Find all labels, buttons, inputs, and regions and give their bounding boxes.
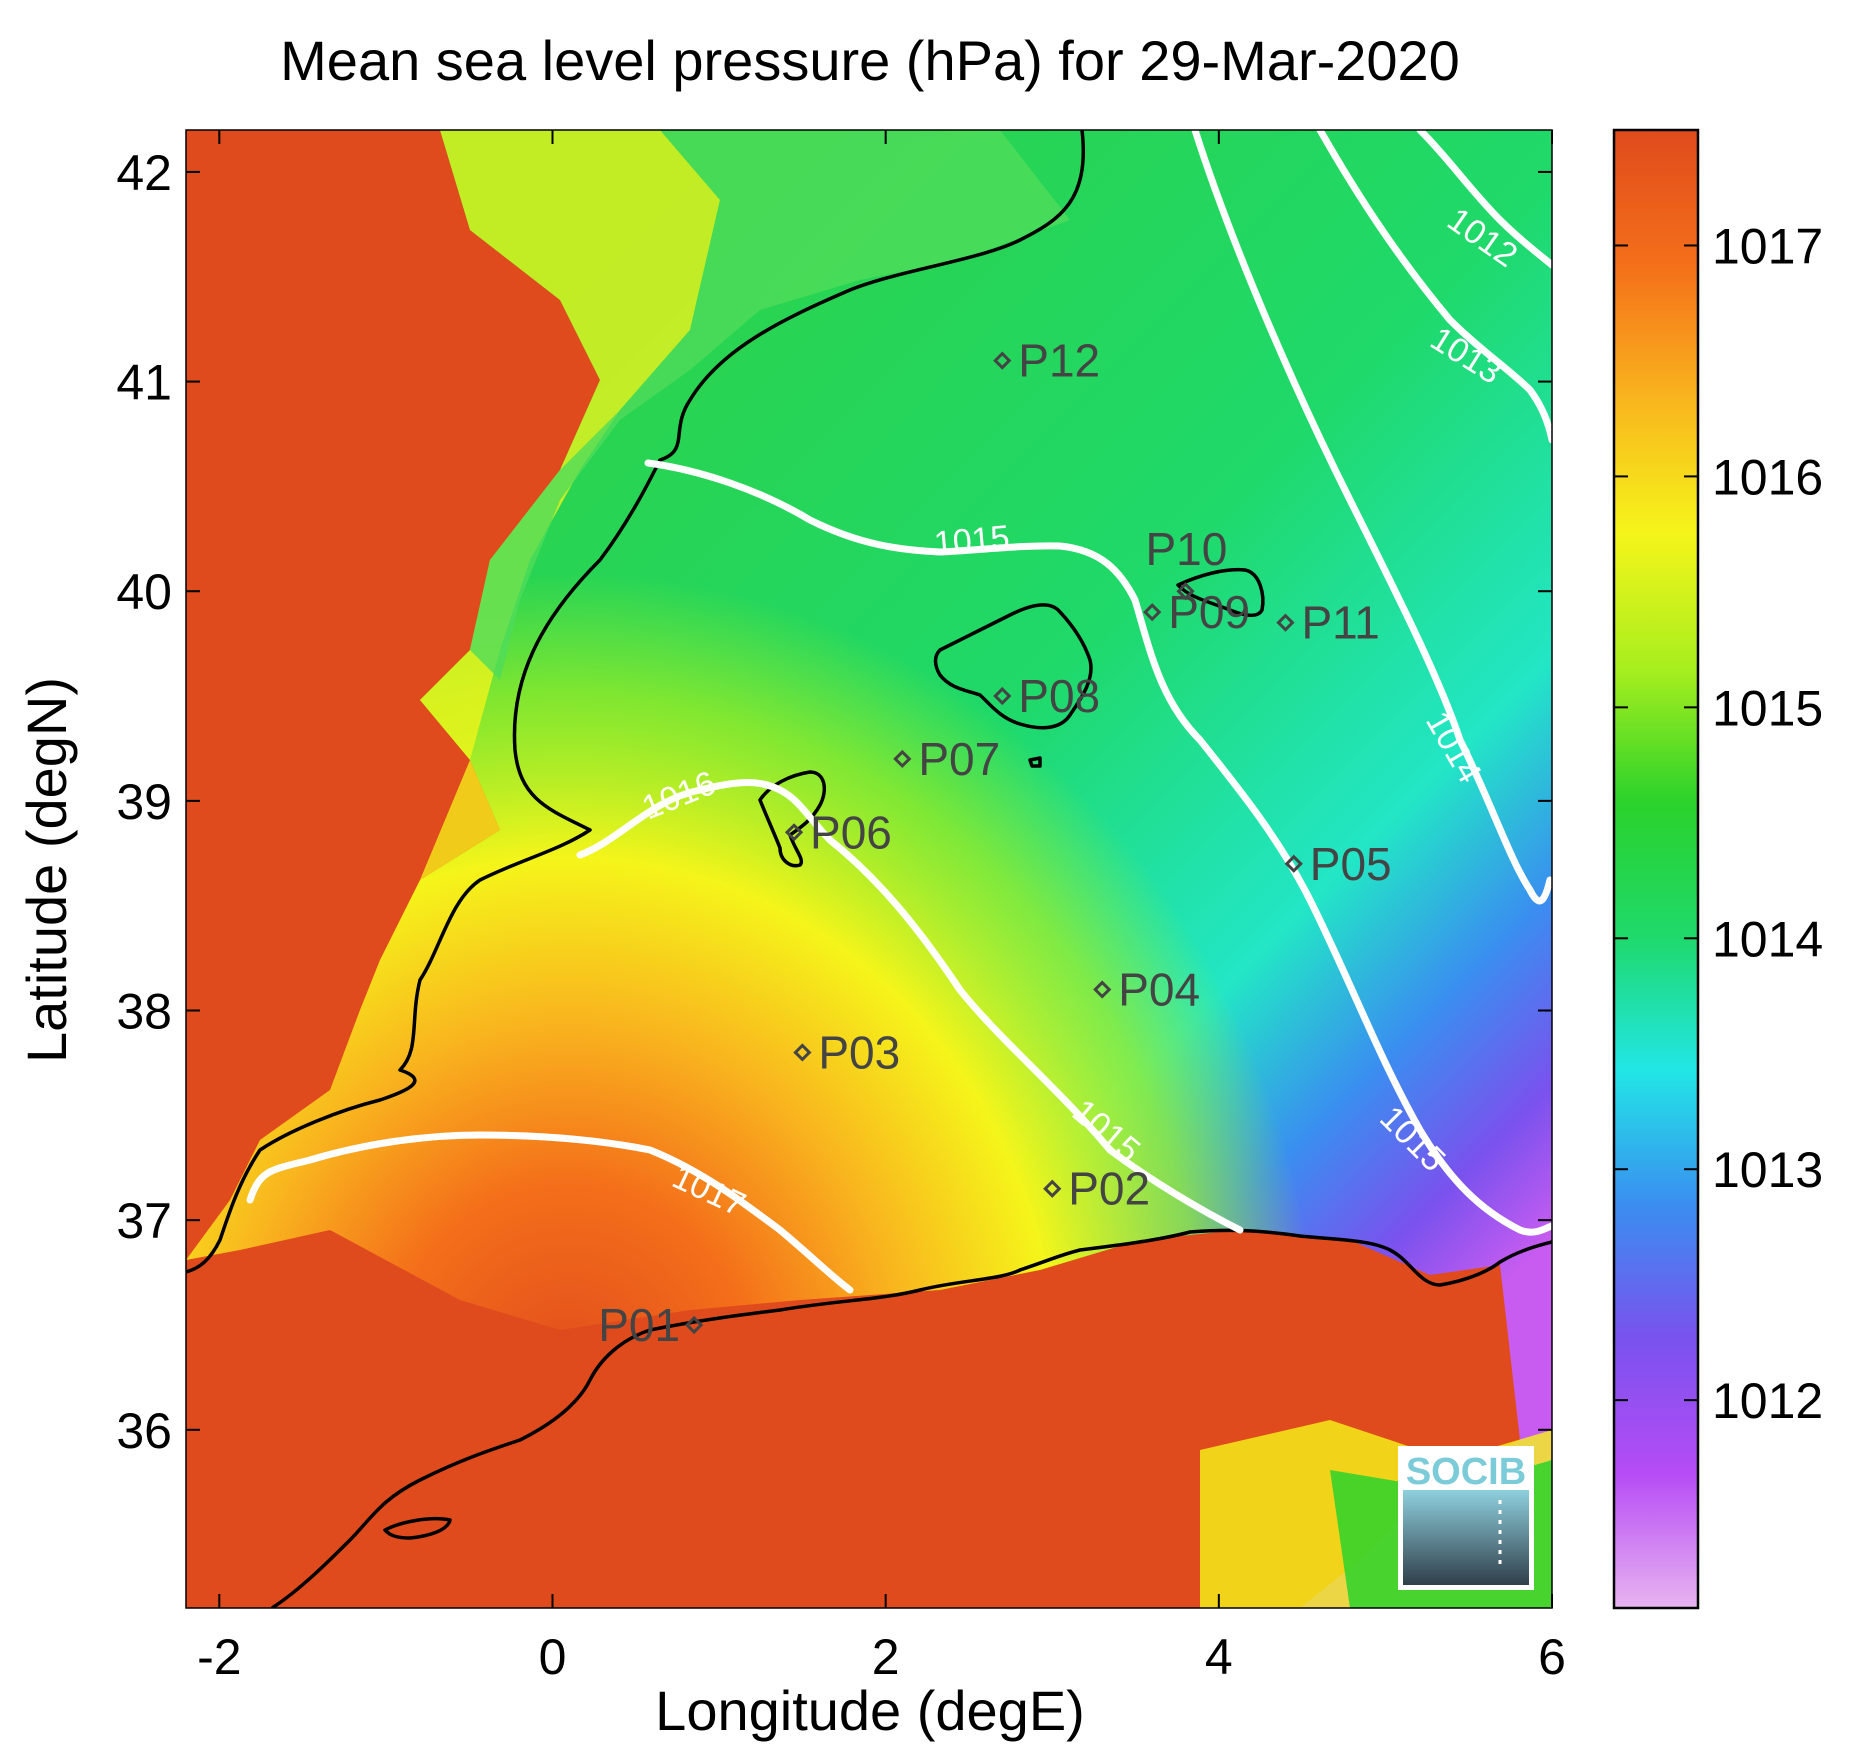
contour-label-1015-north: 1015 (932, 519, 1011, 563)
x-tick-label: 4 (1205, 1629, 1233, 1685)
menorca-coastline (1176, 567, 1265, 617)
colorbar-tick-label: 1013 (1712, 1142, 1823, 1198)
isobars (246, 130, 1552, 1294)
station-marker-p03 (793, 1043, 812, 1062)
station-marker-p11 (1276, 613, 1295, 632)
iberia-coastline (186, 130, 1085, 1274)
x-axis-label: Longitude (degE) (655, 1679, 1085, 1742)
isobar-1017 (246, 1131, 854, 1294)
alboran-island-coastline (383, 1516, 452, 1540)
y-tick-label: 41 (116, 355, 172, 411)
x-tick-label: 0 (539, 1629, 567, 1685)
y-axis: 42 41 40 39 38 37 36 (116, 145, 1552, 1459)
logo-text: SOCIB (1406, 1451, 1526, 1493)
colorbar-tick-label: 1014 (1712, 911, 1823, 967)
station-marker-p02 (1043, 1179, 1062, 1198)
y-tick-label: 38 (116, 984, 172, 1040)
map-area: 1012 1013 1014 1015 1015 1015 1016 1017 … (186, 130, 1552, 1608)
isobar-1012 (1416, 130, 1552, 269)
colorbar-tick-label: 1012 (1712, 1373, 1823, 1429)
y-tick-label: 40 (116, 564, 172, 620)
africa-land (186, 1230, 1520, 1608)
logo-image (1403, 1490, 1529, 1585)
y-tick-label: 42 (116, 145, 172, 201)
x-tick-label: 2 (872, 1629, 900, 1685)
africa-coastline (271, 1228, 1552, 1608)
colorbar: 1017 1016 1015 1014 1013 1012 (1612, 128, 1823, 1610)
station-marker-p05 (1284, 854, 1303, 873)
station-label-p01: P01 (598, 1299, 680, 1351)
colorbar-bar (1612, 128, 1700, 1610)
y-tick-label: 39 (116, 774, 172, 830)
station-label-p12: P12 (1018, 335, 1100, 387)
station-marker-p07 (893, 749, 912, 769)
colorbar-tick-label: 1015 (1712, 680, 1823, 736)
isobar-1014 (1191, 130, 1552, 905)
x-axis: -2 0 2 4 6 (197, 130, 1566, 1685)
station-marker-p01 (684, 1315, 704, 1335)
station-label-p08: P08 (1018, 670, 1100, 722)
colorbar-ticks: 1017 1016 1015 1014 1013 1012 (1614, 218, 1823, 1429)
x-tick-label: -2 (197, 1629, 241, 1685)
plot-frame (185, 129, 1553, 1609)
iberia-highland-green (470, 130, 1070, 680)
station-marker-p12 (993, 351, 1012, 370)
chart-title: Mean sea level pressure (hPa) for 29-Mar… (280, 29, 1460, 92)
station-label-p03: P03 (818, 1026, 900, 1078)
isobar-1015-north (644, 459, 1552, 1236)
socib-logo: SOCIB (1398, 1446, 1534, 1590)
station-label-p06: P06 (810, 806, 892, 858)
station-label-p07: P07 (918, 733, 1000, 785)
station-marker-p04 (1093, 980, 1112, 999)
station-label-p04: P04 (1118, 964, 1200, 1016)
y-tick-label: 36 (116, 1403, 172, 1459)
station-marker-p10 (1176, 582, 1195, 601)
station-label-p11: P11 (1301, 597, 1379, 649)
station-marker-p08 (993, 686, 1012, 706)
iberia-coastal-gradient (420, 130, 720, 880)
y-tick-label: 37 (116, 1193, 172, 1249)
colorbar-tick-label: 1016 (1712, 449, 1823, 505)
station-label-p10: P10 (1146, 523, 1228, 575)
mallorca-coastline (933, 603, 1093, 730)
station-label-p05: P05 (1310, 838, 1392, 890)
x-tick-label: 6 (1538, 1629, 1566, 1685)
station-label-p02: P02 (1068, 1163, 1150, 1215)
isobar-1016 (576, 779, 1244, 1234)
iberia-land (186, 130, 600, 1260)
station-marker-p09 (1143, 603, 1162, 622)
colorbar-tick-label: 1017 (1712, 218, 1823, 274)
cabrera-coastline (1028, 756, 1042, 768)
y-axis-label: Latitude (degN) (15, 677, 78, 1063)
station-marker-p06 (784, 823, 804, 842)
isobar-1013 (1316, 130, 1552, 444)
